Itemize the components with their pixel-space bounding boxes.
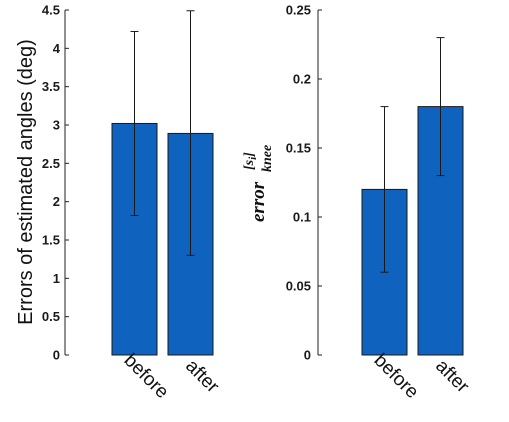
- y-tick-label: 0.1: [293, 210, 311, 225]
- x-tick-label-after: after: [181, 356, 223, 398]
- x-tick-label-before: before: [120, 350, 173, 403]
- y-tick-label: 0: [304, 348, 311, 363]
- bars-left: [111, 122, 214, 356]
- y-tick-label: 0.15: [286, 141, 311, 156]
- y-tick-label: 3: [53, 118, 60, 133]
- y-tick-label: 0.5: [42, 309, 60, 324]
- y-axis-label-right-superscript-open: [s: [242, 159, 257, 170]
- error-bars-left: [130, 10, 195, 256]
- y-axis-label-right-superscript-close: ]: [242, 152, 257, 158]
- y-tick-label: 0.05: [286, 279, 311, 294]
- y-axis-label-right-main: error: [248, 181, 269, 222]
- x-tick-labels-right: before after: [370, 350, 474, 403]
- y-ticks-left: 0 0.5 1 1.5 2 2.5 3 3.5 4 4.5: [42, 3, 69, 363]
- chart-left: 0 0.5 1 1.5 2 2.5 3 3.5 4 4.5 before after Errors …: [15, 3, 223, 403]
- y-axis-label-right-subscript: knee: [260, 145, 275, 172]
- x-tick-labels-left: before after: [120, 350, 224, 403]
- y-axis-label-left: Errors of estimated angles (deg): [15, 39, 37, 325]
- y-tick-label: 0.2: [293, 72, 311, 87]
- x-tick-label-after: after: [431, 356, 473, 398]
- x-tick-label-before: before: [370, 350, 423, 403]
- y-tick-label: 0: [53, 348, 60, 363]
- y-tick-label: 4.5: [42, 3, 60, 18]
- error-bars-right: [380, 37, 445, 273]
- y-tick-label: 4: [53, 41, 61, 56]
- y-tick-label: 2: [53, 194, 60, 209]
- y-axis-label-right: error knee [si]: [242, 145, 275, 222]
- y-ticks-right: 0 0.05 0.1 0.15 0.2 0.25: [286, 3, 322, 363]
- y-axis-label-right-superscript: [si]: [242, 152, 259, 170]
- chart-right: 0 0.05 0.1 0.15 0.2 0.25 before after error kn…: [242, 3, 473, 403]
- y-tick-label: 2.5: [42, 156, 60, 171]
- y-tick-label: 3.5: [42, 79, 60, 94]
- y-tick-label: 0.25: [286, 3, 311, 18]
- y-axis-label-right-superscript-index: i: [247, 156, 259, 160]
- bars-right: [361, 106, 464, 356]
- y-tick-label: 1: [53, 271, 60, 286]
- y-tick-label: 1.5: [42, 233, 60, 248]
